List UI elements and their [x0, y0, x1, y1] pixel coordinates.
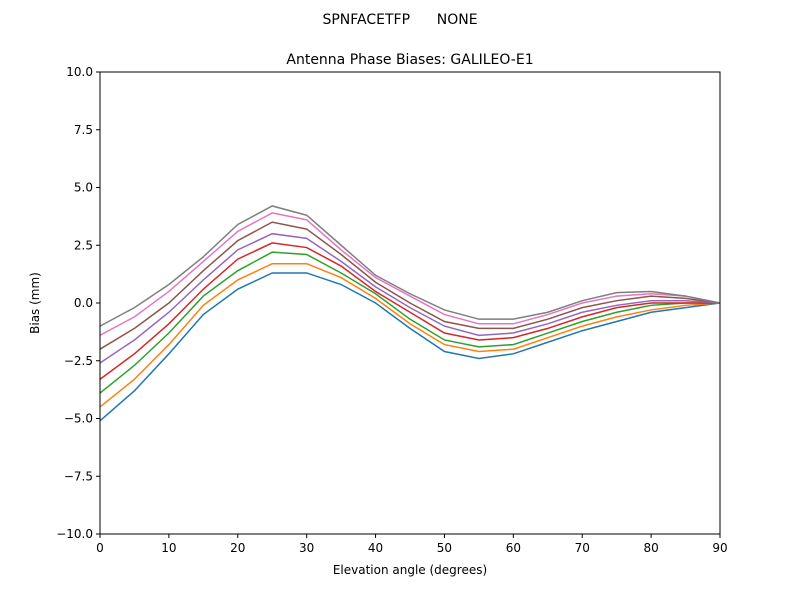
- series-line-1: [99, 262, 721, 408]
- y-axis: −10.0 −7.5 −5.0 −2.5 0.0 2.5 5.0 7.5 10.0: [56, 65, 100, 541]
- y-tick-label: −10.0: [56, 527, 93, 541]
- suptitle: SPNFACETFP NONE: [322, 12, 477, 28]
- x-tick-label: 60: [506, 541, 521, 555]
- y-tick-label: −5.0: [64, 412, 93, 426]
- x-tick-label: 90: [712, 541, 727, 555]
- x-tick-label: 20: [230, 541, 245, 555]
- x-axis-label: Elevation angle (degrees): [333, 563, 487, 577]
- x-tick-label: 40: [368, 541, 383, 555]
- chart-title: Antenna Phase Biases: GALILEO-E1: [286, 52, 533, 68]
- series-line-7: [99, 205, 721, 327]
- x-tick-label: 0: [96, 541, 104, 555]
- x-tick-label: 10: [161, 541, 176, 555]
- y-tick-label: −2.5: [64, 354, 93, 368]
- series-line-0: [99, 272, 721, 422]
- x-tick-label: 50: [437, 541, 452, 555]
- series-line-5: [99, 221, 721, 350]
- x-tick-label: 80: [643, 541, 658, 555]
- y-tick-label: 0.0: [74, 296, 93, 310]
- x-tick-label: 30: [299, 541, 314, 555]
- series-lines: [99, 205, 721, 422]
- series-line-4: [99, 232, 721, 364]
- y-tick-label: 7.5: [74, 123, 93, 137]
- x-axis: 0 10 20 30 40 50 60 70 80 90: [96, 534, 728, 555]
- y-tick-label: −7.5: [64, 469, 93, 483]
- x-tick-label: 70: [575, 541, 590, 555]
- y-tick-label: 2.5: [74, 238, 93, 252]
- series-line-2: [99, 251, 720, 394]
- series-line-3: [99, 242, 720, 380]
- y-tick-label: 10.0: [66, 65, 93, 79]
- y-axis-label: Bias (mm): [28, 272, 42, 334]
- y-tick-label: 5.0: [74, 181, 93, 195]
- series-line-6: [99, 212, 721, 337]
